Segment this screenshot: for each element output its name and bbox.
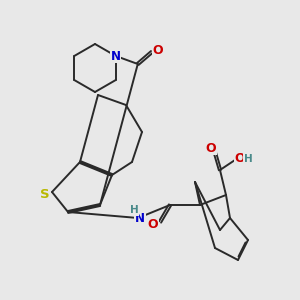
Text: O: O [148,218,158,230]
Text: O: O [206,142,216,154]
Text: N: N [135,212,145,224]
Text: O: O [152,44,163,58]
Text: H: H [130,205,138,215]
Text: H: H [244,154,252,164]
Text: S: S [40,188,50,202]
Text: O: O [235,152,245,166]
Text: N: N [111,50,121,62]
